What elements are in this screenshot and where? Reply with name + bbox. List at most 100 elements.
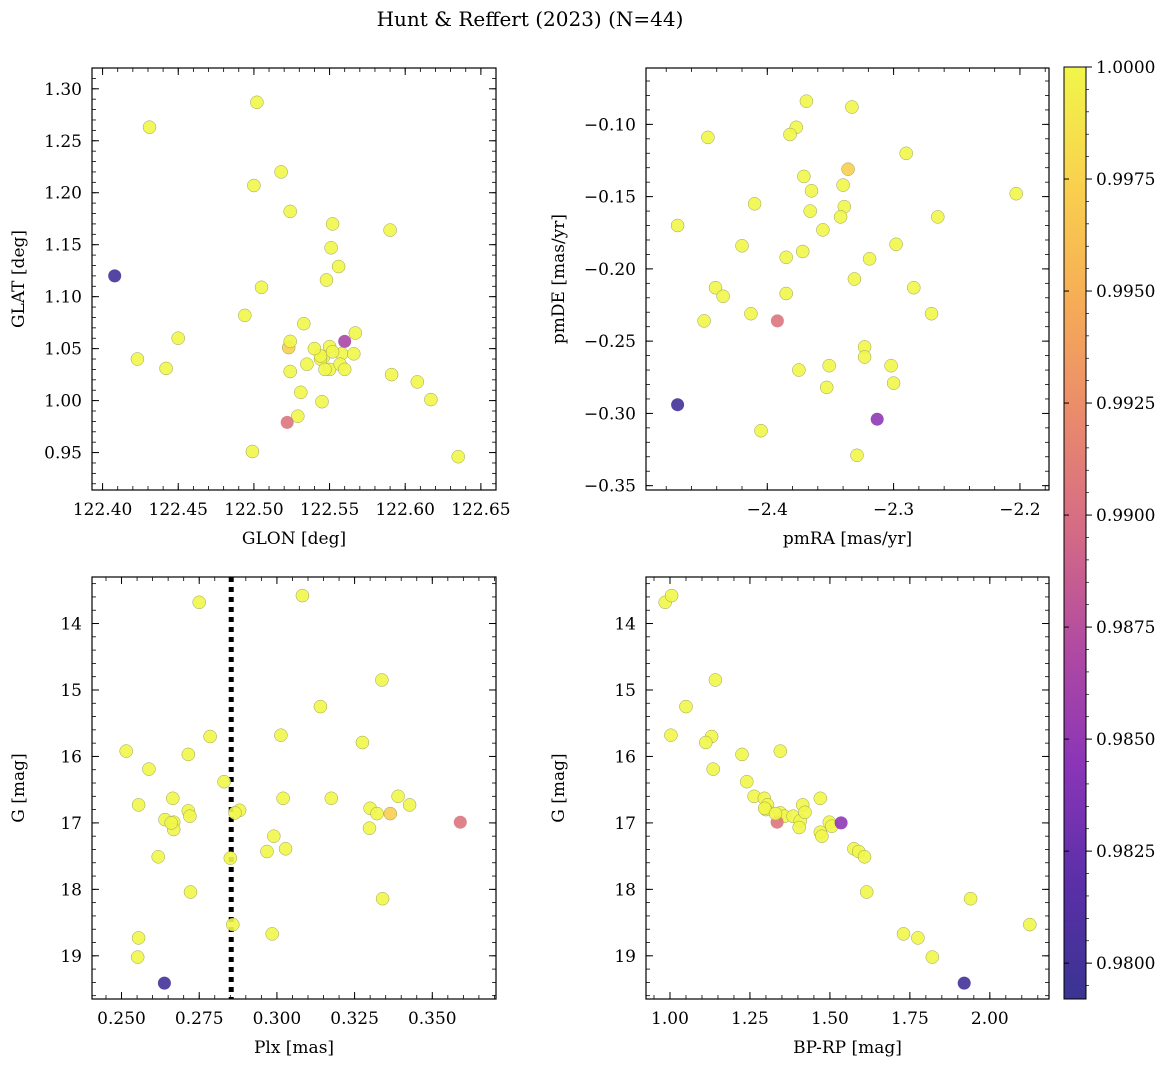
y-tick-label: −0.20 <box>584 260 636 280</box>
x-tick-label: 122.65 <box>451 500 510 520</box>
y-tick-label: 17 <box>614 814 636 834</box>
x-tick-label: 122.50 <box>224 500 283 520</box>
scatter-point <box>813 791 828 806</box>
scatter-point <box>260 844 274 859</box>
y-ticks: 14 15 16 17 18 19 <box>614 583 1049 997</box>
y-tick-label: 1.30 <box>44 80 82 100</box>
scatter-point <box>280 415 294 429</box>
scatter-point <box>157 976 171 990</box>
colorbar-tick-label: 0.9800 <box>1096 954 1155 974</box>
scatter-point <box>319 273 334 287</box>
scatter-point <box>203 729 217 744</box>
scatter-point <box>226 917 240 932</box>
scatter-point <box>375 891 390 906</box>
scatter-point <box>291 409 305 423</box>
scatter-point <box>857 850 872 864</box>
y-tick-label: 15 <box>60 681 82 701</box>
x-ticks: 1.00 1.25 1.50 1.75 2.00 <box>651 577 1039 1029</box>
scatter-point <box>151 850 165 864</box>
scatter-point <box>250 95 264 110</box>
y-tick-label: 19 <box>60 947 82 967</box>
scatter-point <box>362 821 377 835</box>
scatter-point <box>833 210 848 224</box>
plot-area <box>108 95 465 464</box>
colorbar-tick-label: 0.9900 <box>1096 506 1155 526</box>
scatter-point <box>347 347 361 361</box>
scatter-point <box>384 367 399 382</box>
scatter-point <box>276 791 290 806</box>
y-tick-label: −0.25 <box>584 332 636 352</box>
scatter-point <box>797 169 811 184</box>
scatter-point <box>931 210 945 224</box>
scatter-point <box>313 699 328 714</box>
scatter-point <box>337 362 352 377</box>
scatter-point <box>957 976 971 990</box>
x-tick-label: 1.75 <box>891 1009 929 1029</box>
y-ticks: 14 15 16 17 18 19 <box>60 583 496 997</box>
scatter-point <box>325 217 340 231</box>
scatter-point <box>740 774 754 789</box>
y-tick-label: −0.10 <box>584 115 636 135</box>
x-tick-label: 0.250 <box>97 1009 146 1029</box>
scatter-point <box>822 358 836 373</box>
scatter-point <box>716 289 730 304</box>
colorbar-tick-label: 0.9950 <box>1096 282 1155 302</box>
scatter-point <box>108 269 122 283</box>
scatter-point <box>816 223 830 237</box>
x-tick-label: 2.00 <box>971 1009 1009 1029</box>
scatter-point <box>297 316 311 331</box>
y-ticks: 0.95 1.00 1.05 1.10 1.15 1.20 1.25 1.30 <box>44 67 496 485</box>
scatter-point <box>886 376 901 390</box>
x-tick-label: −2.3 <box>873 500 914 520</box>
panel-color-magnitude: 1.00 1.25 1.50 1.75 2.00 14 15 16 17 18 19 BP-RP [m… <box>549 576 1050 1058</box>
scatter-point <box>228 806 242 820</box>
scatter-point <box>911 931 925 945</box>
y-tick-label: 0.95 <box>44 444 82 464</box>
scatter-point <box>238 308 252 323</box>
scatter-point <box>1023 917 1037 932</box>
scatter-point <box>166 791 180 806</box>
scatter-point <box>889 237 903 252</box>
plot-area <box>119 577 467 999</box>
x-tick-label: −2.2 <box>999 500 1040 520</box>
y-axis-label: G [mag] <box>549 753 569 822</box>
scatter-point <box>836 178 850 192</box>
scatter-point <box>862 252 877 266</box>
scatter-point <box>754 423 768 438</box>
y-tick-label: −0.15 <box>584 188 636 208</box>
y-tick-label: 18 <box>60 880 82 900</box>
scatter-point <box>370 806 384 821</box>
scatter-point <box>283 334 297 349</box>
scatter-point <box>792 820 806 835</box>
scatter-point <box>391 789 405 804</box>
scatter-point <box>183 809 197 823</box>
scatter-point <box>924 306 939 321</box>
axes-frame <box>645 67 1050 491</box>
scatter-point <box>451 449 465 464</box>
scatter-point <box>453 815 467 829</box>
scatter-point <box>744 306 758 321</box>
scatter-point <box>859 885 874 899</box>
x-tick-label: 0.325 <box>330 1009 379 1029</box>
scatter-point <box>348 326 363 340</box>
scatter-point <box>925 950 940 964</box>
scatter-point <box>834 816 848 830</box>
x-axis-label: pmRA [mas/yr] <box>783 529 912 549</box>
scatter-point <box>706 762 720 776</box>
scatter-point <box>819 380 834 395</box>
scatter-point <box>181 747 196 762</box>
scatter-point <box>131 931 146 945</box>
scatter-point <box>355 735 370 750</box>
scatter-point <box>142 120 157 134</box>
panel-proper-motion: −2.4 −2.3 −2.2−0.35−0.30−0.25−0.20−0.15−0.… <box>549 67 1050 549</box>
scatter-point <box>247 178 261 193</box>
scatter-point <box>697 314 711 328</box>
scatter-point <box>799 94 814 108</box>
colorbar-tick-label: 0.9850 <box>1096 730 1155 750</box>
scatter-point <box>383 806 398 821</box>
scatter-point <box>164 816 178 830</box>
x-tick-label: 1.50 <box>811 1009 849 1029</box>
scatter-point <box>770 314 784 328</box>
x-axis-label: Plx [mas] <box>254 1038 334 1058</box>
